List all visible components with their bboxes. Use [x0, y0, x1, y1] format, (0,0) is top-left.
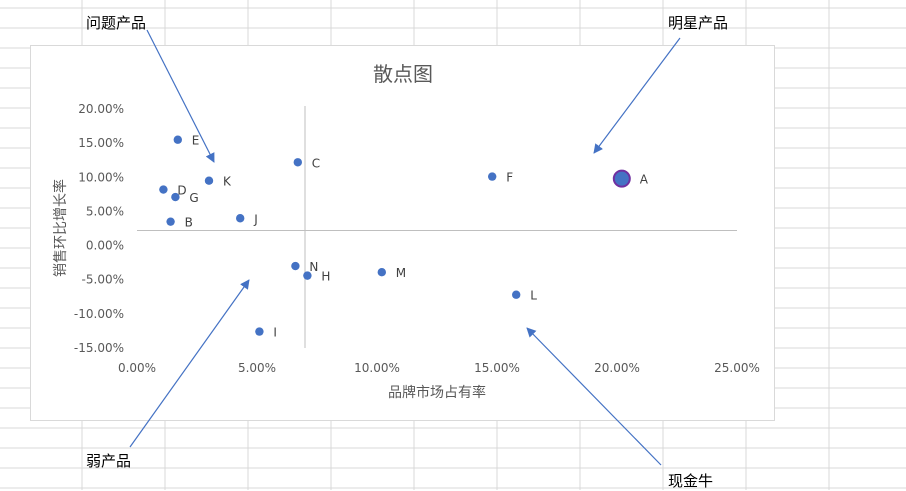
quadrant-lines — [137, 106, 737, 348]
y-tick-label: 15.00% — [78, 136, 124, 150]
y-tick-label: 20.00% — [78, 102, 124, 116]
y-axis-label: 销售环比增长率 — [52, 179, 69, 277]
data-point-A[interactable] — [612, 169, 631, 188]
data-point-G[interactable] — [171, 192, 180, 202]
y-tick-label: -5.00% — [82, 273, 124, 287]
data-point-B[interactable] — [166, 217, 175, 226]
data-point-K[interactable] — [204, 176, 214, 185]
chart-area[interactable]: 散点图 品牌市场占有率 销售环比增长率 0.00% 5.00% 10.00% 15.0… — [30, 45, 775, 421]
arrow-cash-cow — [526, 327, 662, 466]
data-label-K: K — [223, 175, 232, 189]
y-tick-label: -10.00% — [74, 307, 124, 321]
axis-ticks: 0.00% 5.00% 10.00% 15.00% 20.00% 25.00% 20.00%… — [74, 102, 760, 375]
y-tick-label: -15.00% — [74, 341, 124, 355]
data-label-M: M — [396, 266, 406, 280]
y-tick-label: 5.00% — [86, 204, 124, 218]
callout-weak-products[interactable]: 弱产品 — [86, 452, 132, 470]
callout-star-products[interactable]: 明星产品 — [668, 14, 729, 32]
chart-title: 散点图 — [373, 62, 433, 86]
data-label-H: H — [321, 270, 330, 284]
data-point-H[interactable] — [303, 271, 312, 280]
y-tick-label: 10.00% — [78, 170, 124, 184]
data-label-A: A — [640, 173, 649, 187]
data-point-N[interactable] — [291, 261, 300, 271]
data-label-B: B — [185, 216, 193, 230]
data-point-I[interactable] — [255, 327, 264, 336]
data-point-M[interactable] — [377, 268, 386, 277]
data-label-N: N — [309, 260, 318, 274]
x-tick-label: 20.00% — [594, 361, 640, 375]
data-points: A B C D E F G H I J K L M N — [159, 134, 649, 340]
callout-problem-products[interactable]: 问题产品 — [86, 14, 147, 32]
x-tick-label: 5.00% — [238, 361, 276, 375]
y-tick-label: 0.00% — [86, 239, 124, 253]
data-point-F[interactable] — [488, 172, 497, 181]
data-label-E: E — [192, 134, 200, 148]
data-label-L: L — [530, 289, 537, 303]
data-label-D: D — [177, 184, 186, 198]
data-label-G: G — [189, 191, 198, 205]
scatter-chart: 散点图 品牌市场占有率 销售环比增长率 0.00% 5.00% 10.00% 15.0… — [52, 62, 760, 401]
arrow-problem — [146, 29, 215, 163]
arrow-weak — [129, 279, 250, 448]
data-label-F: F — [506, 171, 513, 185]
data-label-I: I — [273, 326, 277, 340]
data-label-J: J — [253, 212, 258, 226]
data-point-C[interactable] — [293, 158, 302, 167]
x-tick-label: 10.00% — [354, 361, 400, 375]
x-axis-label: 品牌市场占有率 — [388, 384, 486, 401]
data-point-J[interactable] — [236, 214, 245, 223]
arrow-star — [593, 37, 681, 154]
x-tick-label: 15.00% — [474, 361, 520, 375]
data-point-L[interactable] — [512, 290, 521, 299]
data-point-E[interactable] — [173, 135, 182, 144]
x-tick-label: 25.00% — [714, 361, 760, 375]
data-point-D[interactable] — [159, 185, 168, 194]
callout-cash-cow[interactable]: 现金牛 — [668, 472, 714, 490]
data-label-C: C — [312, 156, 320, 170]
x-tick-label: 0.00% — [118, 361, 156, 375]
